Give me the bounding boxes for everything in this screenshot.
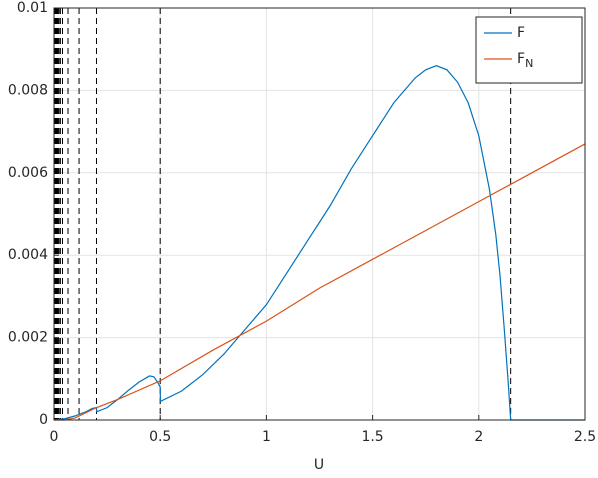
y-tick-label: 0.004 [8,247,48,263]
y-tick-label: 0.006 [8,165,48,181]
legend: FFN [475,16,583,84]
x-tick-label: 2 [474,429,483,445]
y-tick-label: 0.002 [8,330,48,346]
x-tick-label: 2.5 [574,429,596,445]
y-tick-label: 0.01 [17,0,48,16]
legend-label-main: F [517,51,525,67]
line-series [54,143,586,421]
y-tick-label: 0.008 [8,82,48,98]
axes-box [53,7,586,421]
x-tick-label: 0 [50,429,59,445]
legend-box [475,16,583,84]
x-axis-label: U [314,457,324,473]
legend-label: F [517,25,525,41]
legend-label-main: F [517,25,525,41]
legend-label: FN [517,51,533,70]
x-tick-label: 1 [262,429,271,445]
x-tick-label: 1.5 [361,429,383,445]
y-tick-label: 0 [39,412,48,428]
legend-label-subscript: N [525,57,533,70]
line-series [53,65,585,421]
x-tick-label: 0.5 [149,429,171,445]
